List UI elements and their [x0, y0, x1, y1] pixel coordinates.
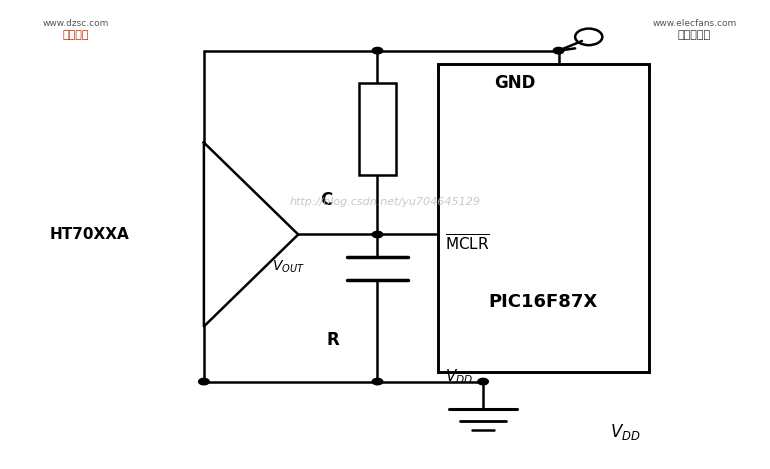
Text: 维库一下: 维库一下: [62, 30, 89, 39]
Text: GND: GND: [494, 74, 536, 92]
Text: $V_{OUT}$: $V_{OUT}$: [272, 258, 305, 275]
Circle shape: [372, 47, 383, 54]
Text: http://blog.csdn.net/yu704645129: http://blog.csdn.net/yu704645129: [290, 197, 480, 207]
Text: HT70XXA: HT70XXA: [49, 227, 129, 242]
Circle shape: [372, 231, 383, 238]
Bar: [438, 64, 649, 372]
Text: $\overline{\rm MCLR}$: $\overline{\rm MCLR}$: [445, 234, 490, 254]
Text: www.dzsc.com: www.dzsc.com: [42, 19, 109, 28]
Text: R: R: [327, 331, 340, 349]
Circle shape: [199, 378, 209, 385]
Text: 电子发烧友: 电子发烧友: [678, 30, 711, 39]
Text: www.elecfans.com: www.elecfans.com: [652, 19, 737, 28]
Text: $V_{DD}$: $V_{DD}$: [445, 368, 474, 386]
Bar: [359, 83, 397, 175]
Text: PIC16F87X: PIC16F87X: [489, 293, 598, 311]
Circle shape: [478, 378, 488, 385]
Text: C: C: [320, 191, 332, 209]
Circle shape: [554, 47, 564, 54]
Text: $V_{DD}$: $V_{DD}$: [610, 422, 641, 442]
Circle shape: [372, 378, 383, 385]
